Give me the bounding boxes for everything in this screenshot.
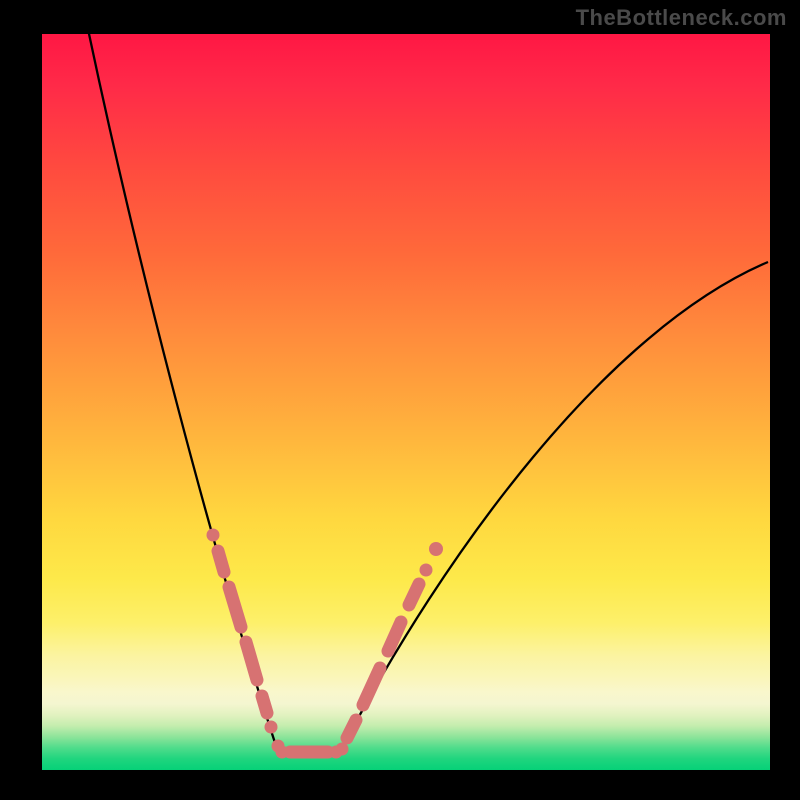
watermark-text: TheBottleneck.com [576, 5, 787, 31]
chart-overlay [0, 0, 800, 800]
bottleneck-curve [84, 10, 768, 752]
marker-segment-bottom [276, 746, 343, 759]
marker-segment-right [336, 542, 444, 756]
marker-segment-left [207, 529, 285, 753]
